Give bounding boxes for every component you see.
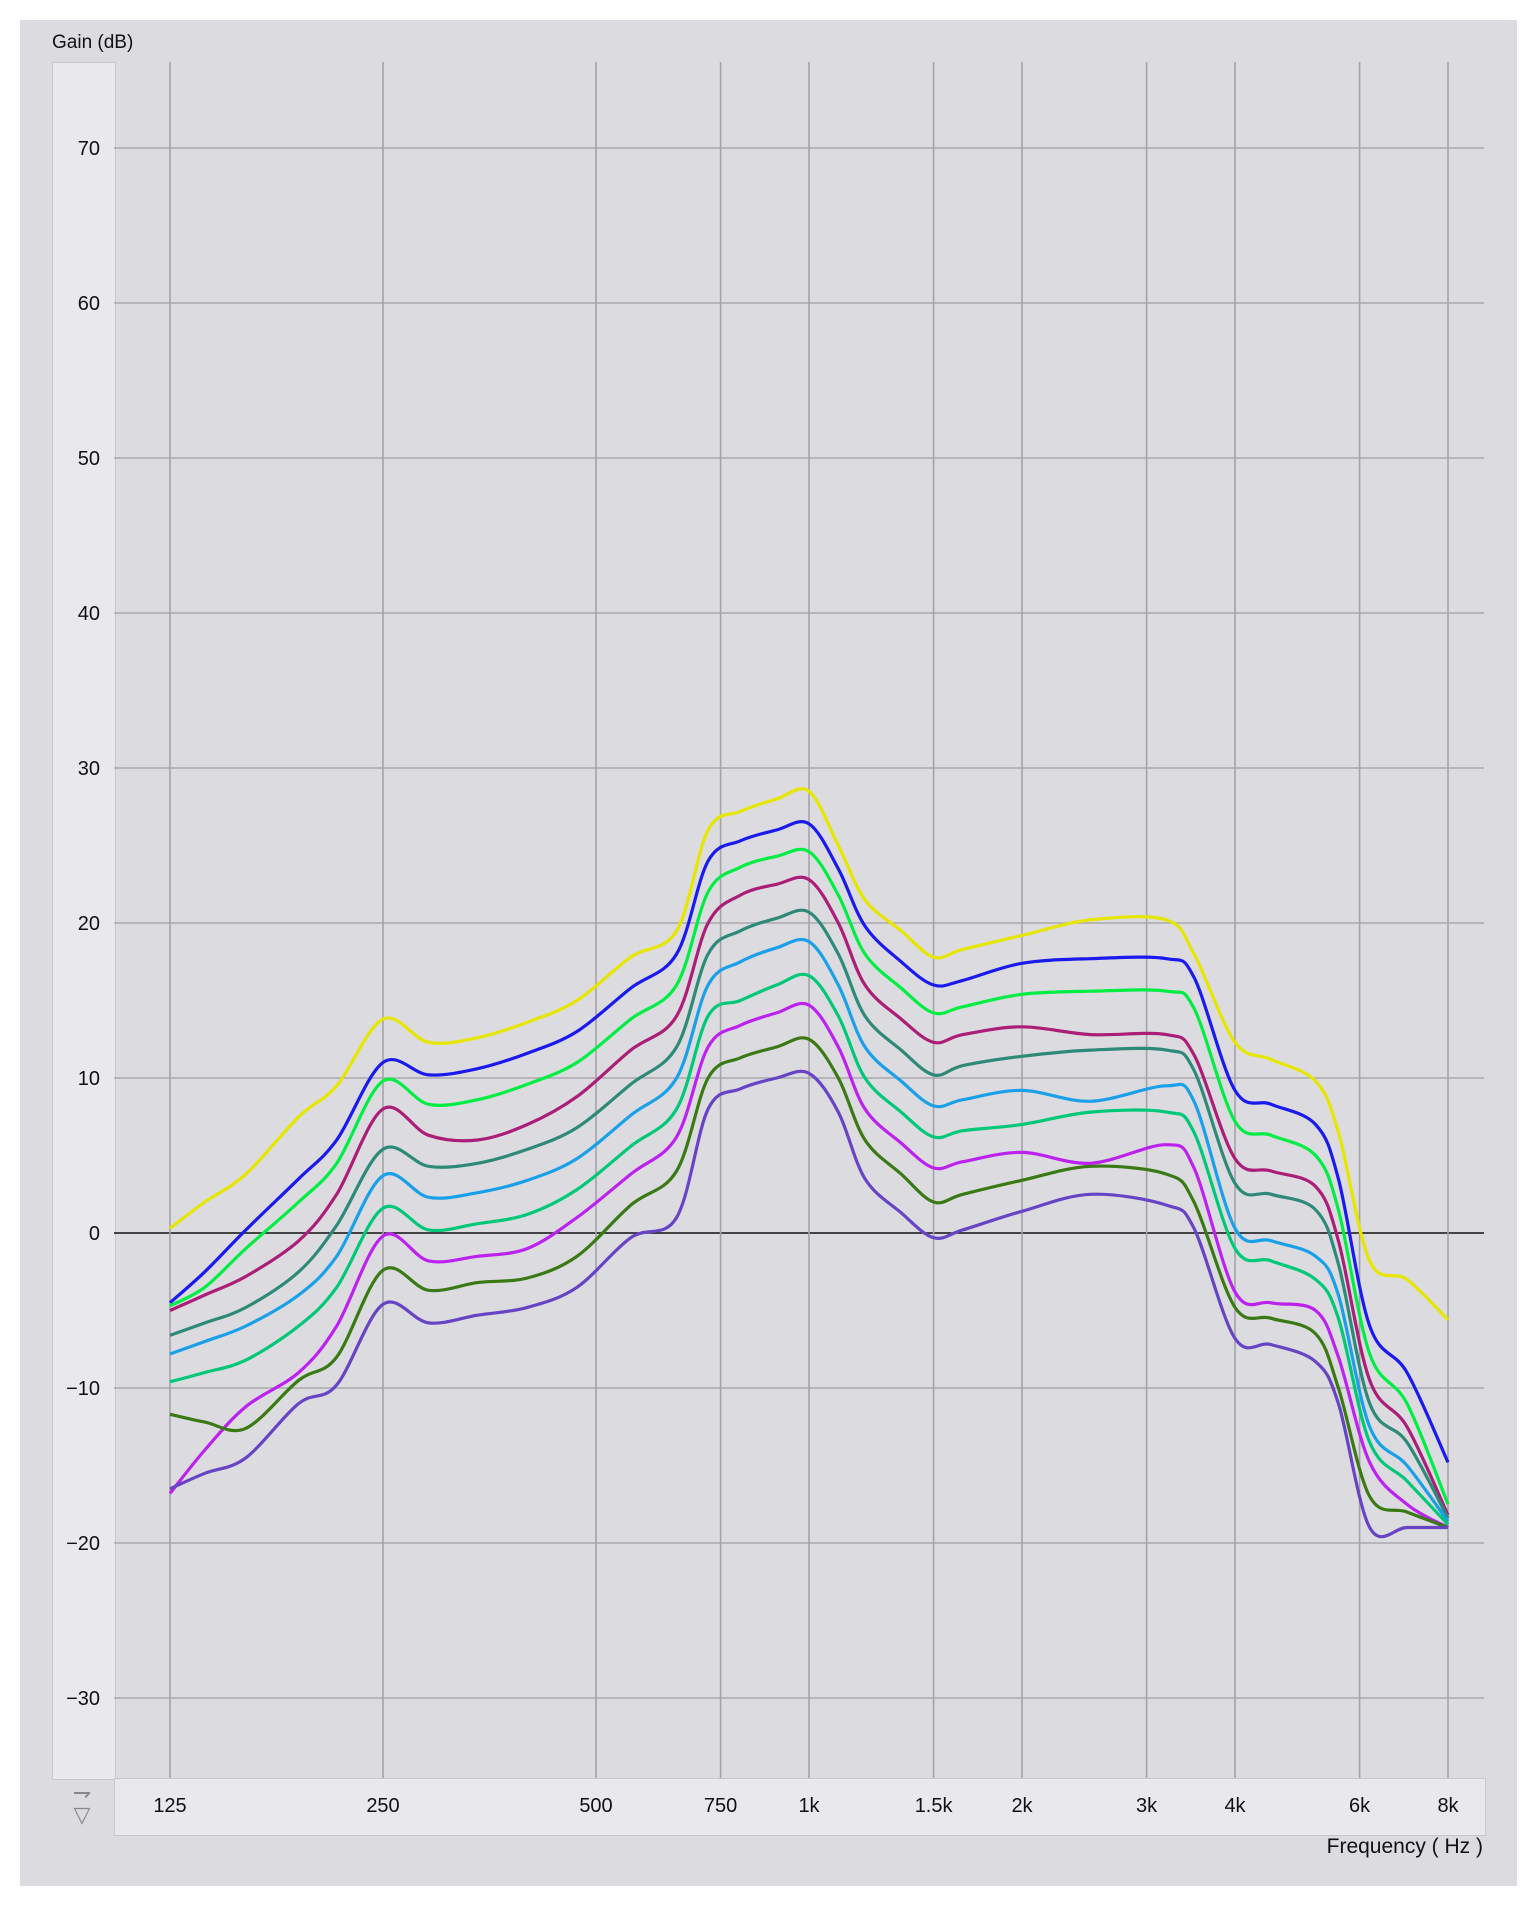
y-tick-label: 40 [78,603,100,625]
y-tick-label: 50 [78,448,100,470]
series-line-7 [169,972,1450,1526]
y-tick-label: −30 [66,1688,100,1710]
x-tick-label: 6k [1349,1795,1371,1817]
x-tick-label: 3k [1136,1795,1158,1817]
x-tick-label: 1k [798,1795,820,1817]
axis-scroll-arrows[interactable]: ⇁ ▽ [62,1782,102,1830]
x-tick-labels: 125 250 500 750 1k 1.5k 2k 3k 4k 6k 8k [153,1795,1459,1817]
x-tick-label: 4k [1224,1795,1246,1817]
x-tick-label: 1.5k [915,1795,954,1817]
series-line-2 [168,820,1450,1464]
y-tick-label: 70 [78,138,100,160]
y-axis-label: Gain (dB) [52,32,134,53]
series-line-1 [169,787,1450,1321]
scroll-up-icon[interactable]: ⇁ [72,1780,92,1805]
y-tick-label: 30 [78,758,100,780]
series-line-9 [169,1036,1449,1529]
y-tick-label: −10 [66,1378,100,1400]
y-tick-label: 20 [78,913,100,935]
y-tick-labels: −30 −20 −10 0 10 20 30 40 50 60 70 [66,138,100,1710]
y-tick-label: 10 [78,1068,100,1090]
x-tick-label: 2k [1011,1795,1033,1817]
x-tick-label: 250 [366,1795,399,1817]
x-tick-label: 750 [704,1795,737,1817]
chart-panel [20,20,1517,1886]
series-line-4 [169,875,1450,1516]
grid-lines [114,62,1484,1778]
y-tick-label: 60 [78,293,100,315]
series-line-5 [169,908,1450,1519]
series-line-3 [169,847,1450,1505]
series-line-8 [168,1001,1449,1529]
y-tick-label: 0 [89,1223,100,1245]
x-tick-label: 8k [1437,1795,1459,1817]
y-tick-label: −20 [66,1533,100,1555]
series-line-10 [169,1069,1448,1539]
series-lines [168,787,1450,1539]
series-line-6 [169,937,1450,1523]
x-tick-label: 500 [579,1795,612,1817]
scroll-down-icon[interactable]: ▽ [73,1802,91,1827]
y-axis-strip [52,62,116,1780]
x-axis-strip [114,1778,1486,1836]
x-tick-label: 125 [153,1795,186,1817]
x-axis-label: Frequency ( Hz ) [1326,1835,1483,1858]
